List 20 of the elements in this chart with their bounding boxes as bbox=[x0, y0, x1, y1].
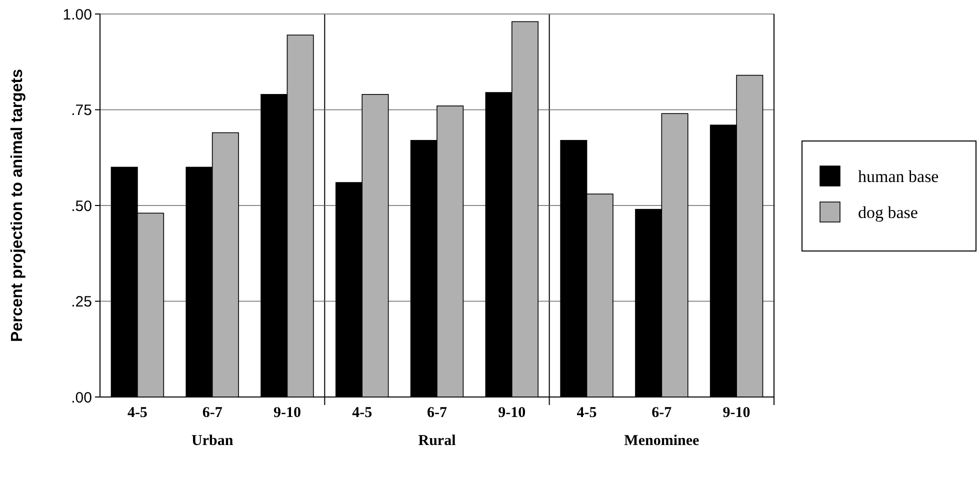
y-tick-label: .25 bbox=[71, 294, 92, 310]
x-tick-label: 9-10 bbox=[498, 405, 526, 421]
x-axis-title: Menominee bbox=[624, 433, 700, 449]
x-tick-label: 6-7 bbox=[427, 405, 448, 421]
y-tick-label: 1.00 bbox=[62, 6, 92, 24]
y-tick-label: .00 bbox=[71, 389, 92, 406]
legend-label: human base bbox=[858, 166, 939, 186]
x-tick-label: 4-5 bbox=[352, 405, 372, 421]
y-tick-label: .75 bbox=[71, 102, 92, 119]
x-tick-label: 4-5 bbox=[127, 405, 148, 421]
x-tick-label: 4-5 bbox=[576, 405, 597, 421]
y-axis-title: Percent projection to animal targets bbox=[9, 68, 26, 342]
x-axis-title: Urban bbox=[191, 433, 234, 449]
y-tick-label: .50 bbox=[71, 198, 92, 215]
x-axis-title: Rural bbox=[418, 433, 456, 449]
x-tick-label: 6-7 bbox=[202, 405, 223, 421]
x-tick-label: 9-10 bbox=[722, 405, 750, 421]
legend-label: dog base bbox=[858, 202, 918, 222]
x-tick-label: 9-10 bbox=[273, 405, 301, 421]
x-tick-label: 6-7 bbox=[652, 405, 672, 421]
